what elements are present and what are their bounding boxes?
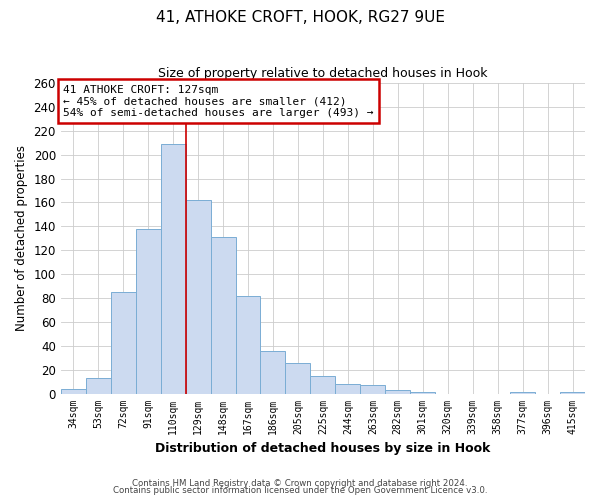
Bar [136,229,161,394]
Bar [236,296,260,394]
Bar [111,292,136,394]
Bar [211,237,236,394]
Text: Contains HM Land Registry data © Crown copyright and database right 2024.: Contains HM Land Registry data © Crown c… [132,478,468,488]
Bar [335,384,361,394]
Bar [560,392,585,394]
Bar [260,350,286,394]
Bar [361,385,385,394]
Bar [185,200,211,394]
Bar [410,392,435,394]
Bar [286,362,310,394]
Text: Contains public sector information licensed under the Open Government Licence v3: Contains public sector information licen… [113,486,487,495]
Bar [510,392,535,394]
Bar [61,389,86,394]
X-axis label: Distribution of detached houses by size in Hook: Distribution of detached houses by size … [155,442,491,455]
Bar [86,378,111,394]
Y-axis label: Number of detached properties: Number of detached properties [15,146,28,332]
Title: Size of property relative to detached houses in Hook: Size of property relative to detached ho… [158,68,488,80]
Text: 41, ATHOKE CROFT, HOOK, RG27 9UE: 41, ATHOKE CROFT, HOOK, RG27 9UE [155,10,445,25]
Bar [385,390,410,394]
Bar [310,376,335,394]
Text: 41 ATHOKE CROFT: 127sqm
← 45% of detached houses are smaller (412)
54% of semi-d: 41 ATHOKE CROFT: 127sqm ← 45% of detache… [64,84,374,118]
Bar [161,144,185,394]
